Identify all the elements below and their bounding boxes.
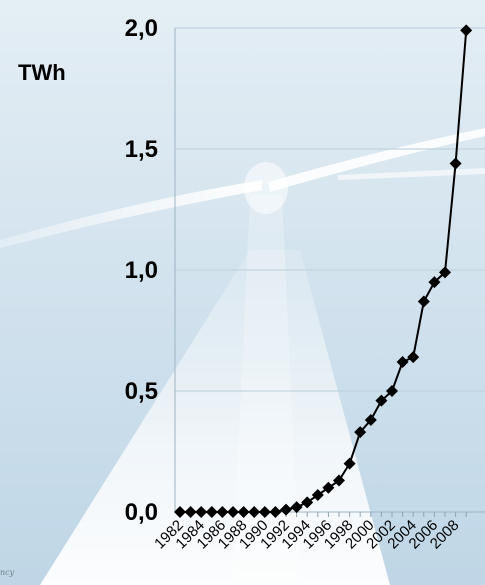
data-point-marker bbox=[205, 506, 218, 518]
data-point-marker bbox=[386, 385, 398, 397]
data-point-marker bbox=[301, 496, 314, 509]
data-point-marker bbox=[460, 24, 473, 37]
data-point-marker bbox=[280, 503, 292, 516]
data-point-marker bbox=[248, 506, 261, 518]
data-point-marker bbox=[417, 295, 430, 308]
y-axis-unit-label: TWh bbox=[18, 60, 66, 85]
data-point-marker bbox=[364, 414, 377, 427]
data-point-marker bbox=[449, 157, 462, 170]
data-point-marker bbox=[174, 506, 186, 518]
y-tick-label: 2,0 bbox=[125, 15, 158, 42]
y-tick-label: 0,0 bbox=[125, 499, 158, 526]
data-point-marker bbox=[407, 351, 420, 364]
data-point-marker bbox=[237, 506, 250, 518]
x-tick-labels: 1982198419861988199019921994199619982000… bbox=[151, 517, 462, 553]
y-tick-labels: 0,0 0,5 1,0 1,5 2,0 bbox=[125, 15, 158, 526]
data-point-marker bbox=[343, 457, 356, 470]
data-point-marker bbox=[195, 506, 208, 518]
y-tick-label: 1,0 bbox=[125, 257, 158, 284]
data-point-marker bbox=[333, 474, 345, 487]
data-point-marker bbox=[258, 506, 271, 518]
data-point-marker bbox=[439, 266, 451, 279]
grid-lines bbox=[175, 27, 485, 392]
data-point-marker bbox=[216, 506, 229, 518]
y-tick-label: 1,5 bbox=[125, 136, 158, 163]
series-markers bbox=[174, 24, 473, 518]
credit-text: ncy bbox=[0, 568, 15, 577]
data-point-marker bbox=[428, 276, 441, 289]
data-point-marker bbox=[227, 506, 239, 518]
data-point-marker bbox=[322, 481, 335, 494]
data-point-marker bbox=[375, 394, 388, 407]
data-point-marker bbox=[290, 501, 303, 514]
data-point-marker bbox=[269, 506, 282, 518]
data-point-marker bbox=[354, 426, 367, 439]
data-point-marker bbox=[184, 506, 197, 518]
data-point-marker bbox=[396, 355, 409, 368]
data-point-marker bbox=[311, 489, 324, 502]
y-tick-label: 0,5 bbox=[125, 378, 158, 405]
